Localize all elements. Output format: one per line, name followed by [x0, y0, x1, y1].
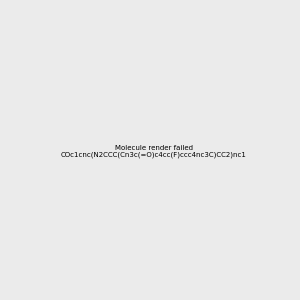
- Text: Molecule render failed
COc1cnc(N2CCC(Cn3c(=O)c4cc(F)ccc4nc3C)CC2)nc1: Molecule render failed COc1cnc(N2CCC(Cn3…: [61, 145, 247, 158]
